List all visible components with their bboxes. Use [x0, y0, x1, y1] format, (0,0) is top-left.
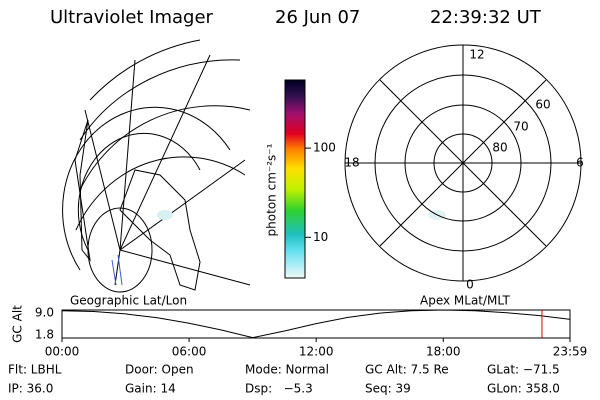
- status-field: Seq: 39: [365, 382, 411, 396]
- polar-grid: [344, 44, 582, 282]
- colorbar: [284, 79, 306, 279]
- title: Ultraviolet Imager: [50, 7, 214, 28]
- status-field: Gain: 14: [125, 382, 176, 396]
- colorbar-tick-label: 100: [313, 141, 336, 155]
- status-field: GC Alt: 7.5 Re: [365, 363, 449, 377]
- time: 22:39:32 UT: [430, 7, 542, 28]
- altitude-line: [61, 309, 571, 339]
- polar-label: 80: [492, 141, 507, 155]
- status-field: Door: Open: [125, 363, 194, 377]
- date: 26 Jun 07: [275, 7, 360, 28]
- colorbar-tick-label: 10: [313, 230, 328, 244]
- polar-label: 60: [535, 98, 550, 112]
- status-field: GLat: −71.5: [487, 363, 560, 377]
- x-tick-label: 06:00: [172, 345, 207, 359]
- status-field: Mode: Normal: [245, 363, 329, 377]
- y-tick-label: 1.8: [35, 328, 54, 342]
- status-field: IP: 36.0: [8, 382, 53, 396]
- status-field: Dsp: −5.3: [245, 382, 313, 396]
- caption: Geographic Lat/Lon: [70, 294, 187, 308]
- x-tick-label: 23:59: [553, 345, 588, 359]
- polar-label: 0: [466, 278, 474, 292]
- polar-label: 6: [576, 156, 584, 170]
- colorbar-label: photon cm⁻²s⁻¹: [265, 143, 279, 236]
- x-tick-label: 00:00: [45, 345, 80, 359]
- polar-label: 12: [469, 48, 484, 62]
- status-field: Flt: LBHL: [8, 363, 62, 377]
- geo-map: [62, 39, 446, 293]
- x-tick-label: 12:00: [299, 345, 334, 359]
- caption: Apex MLat/MLT: [420, 294, 510, 308]
- y-axis-label: GC Alt: [11, 305, 25, 343]
- status-field: GLon: 358.0: [487, 382, 560, 396]
- x-tick-label: 18:00: [426, 345, 461, 359]
- y-tick-label: 9.0: [35, 306, 54, 320]
- polar-label: 70: [513, 120, 528, 134]
- polar-label: 18: [344, 156, 359, 170]
